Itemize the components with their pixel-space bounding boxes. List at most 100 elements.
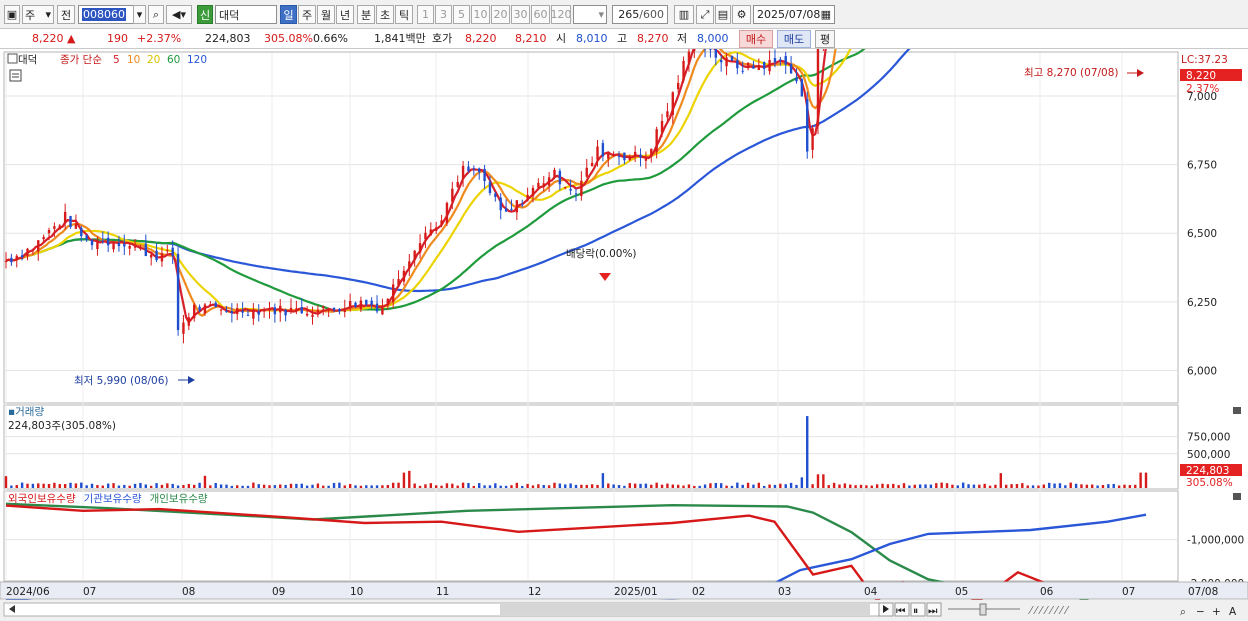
stock-chart[interactable]: 8,0007,7507,5007,2507,0006,7506,5006,250… [0,49,1248,621]
volume-bar [47,483,51,488]
candle-body [440,220,443,225]
sell-button[interactable]: 매도 [777,30,811,48]
eval-button[interactable]: 평 [815,30,835,48]
candle-body [693,49,696,51]
credit-badge[interactable]: 신 [197,5,213,24]
zoom-out-icon[interactable]: − [1196,606,1205,618]
period-weekly[interactable]: 주 [298,5,316,24]
zoom-slider-handle[interactable] [979,603,987,616]
candle-body [521,204,524,206]
prev-button[interactable]: 전 [57,5,75,24]
minute-20[interactable]: 20 [491,5,510,24]
save-icon[interactable]: ▤ [715,5,731,24]
candle-body [101,240,104,242]
calculator-icon[interactable] [9,69,22,82]
forward-button[interactable] [926,602,942,617]
volume-bar [58,484,61,488]
type-select[interactable]: 주 ▾ [22,5,54,24]
candle-body [461,165,465,180]
candle-body [478,168,481,173]
volume-bar [569,483,572,488]
volume-bars[interactable] [4,416,1148,488]
period-monthly[interactable]: 월 [317,5,335,24]
minute-10[interactable]: 10 [471,5,490,24]
panel-menu-icon[interactable] [7,53,18,64]
volume-bar [381,485,384,488]
window-menu-icon[interactable]: ▣ [4,5,20,24]
candle-type-icon[interactable]: ▥ [674,5,694,24]
volume-bar [676,484,680,488]
rewind-button[interactable] [894,602,910,617]
period-minute[interactable]: 분 [357,5,375,24]
candle-body [741,70,744,72]
volume-bar [978,484,981,488]
candle-body [676,82,680,90]
volume-bar [972,484,976,488]
price-change: 190 [107,32,128,45]
zoom-icon[interactable]: ⌕ [1180,606,1186,618]
minute-3[interactable]: 3 [435,5,452,24]
candle-body [209,304,212,306]
volume-panel-close-icon[interactable] [1233,407,1241,414]
pause-button[interactable] [910,602,926,617]
buy-button[interactable]: 매수 [739,30,773,48]
candle-body [391,284,395,303]
volume-bar [332,482,336,488]
period-yearly[interactable]: 년 [336,5,354,24]
candle-body [795,77,798,82]
volume-bar [736,482,739,488]
minute-1[interactable]: 1 [417,5,434,24]
volume-bar [703,484,707,488]
scroll-left-icon[interactable] [9,605,15,613]
indicator-icon[interactable]: ⤢ [696,5,714,24]
candle-body [26,248,29,257]
volume-bar [1134,484,1137,488]
type-select-value: 주 [25,8,36,22]
candle-body [644,157,648,161]
speaker-icon[interactable]: ◀▾ [166,5,192,24]
vertical-grid [5,53,1123,581]
stock-code-input[interactable]: 008060 [78,5,134,24]
volume-bar [1064,485,1067,488]
search-icon[interactable]: ⌕ [148,5,164,24]
holdings-panel-close-icon[interactable] [1233,493,1241,500]
volume-bar [128,485,131,488]
tool-icons[interactable]: ⁄ ⁄ ⁄ ⁄ ⁄ ⁄ ⁄ ⁄ [1028,605,1070,617]
volume-bar [628,483,631,488]
volume-bar [300,483,303,488]
period-daily[interactable]: 일 [280,5,297,24]
font-size-icon[interactable]: A [1229,606,1237,618]
minute-5[interactable]: 5 [453,5,470,24]
minute-120[interactable]: 120 [551,5,571,24]
volume-bar [865,485,868,488]
volume-bar [1037,485,1040,488]
count-input[interactable]: 265/600 [612,5,668,24]
custom-interval-input[interactable]: ▾ [573,5,607,24]
volume-bar [424,484,427,488]
date-input[interactable]: 2025/07/08 ▦ [753,5,835,24]
volume-bar [42,483,45,488]
candle-body [230,311,234,314]
volume-bar [176,485,180,488]
volume-bar [1144,472,1148,488]
candle-body [757,65,761,70]
minute-30[interactable]: 30 [511,5,530,24]
candle-body [20,255,24,258]
candle-body [456,182,459,187]
ma-legend-120: 120 [187,54,207,66]
high-annotation: 최고 8,270 (07/08) [1024,67,1119,79]
volume-bar [354,485,357,488]
volume-bar [612,484,615,488]
zoom-in-icon[interactable]: + [1212,606,1221,618]
scrollbar-thumb[interactable] [500,604,870,615]
candle-body [241,310,244,313]
period-second[interactable]: 초 [376,5,394,24]
gear-icon[interactable]: ⚙ [732,5,751,24]
minute-60[interactable]: 60 [531,5,550,24]
candlesticks[interactable] [4,49,1147,344]
code-dropdown-chevron-icon[interactable]: ▾ [133,5,146,24]
volume-bar [252,482,255,488]
period-tick[interactable]: 틱 [395,5,413,24]
volume-bar [590,484,594,488]
stock-name-field[interactable]: 대덕 [215,5,277,24]
